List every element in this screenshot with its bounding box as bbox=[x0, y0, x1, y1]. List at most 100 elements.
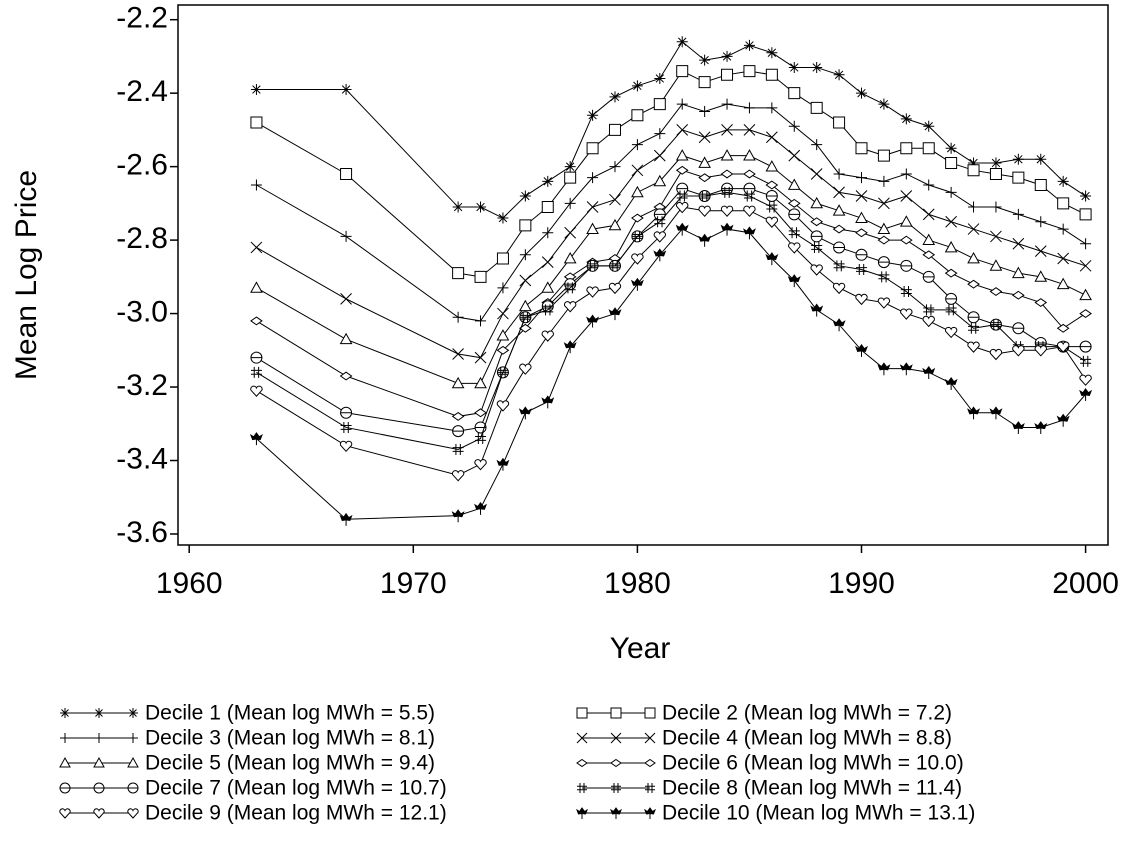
data-point bbox=[788, 87, 801, 100]
data-point bbox=[743, 65, 756, 78]
legend-label: Decile 4 (Mean log MWh = 8.8) bbox=[662, 727, 952, 750]
data-point bbox=[698, 156, 711, 168]
data-point bbox=[1056, 323, 1070, 333]
data-point bbox=[855, 211, 868, 223]
data-point bbox=[631, 80, 643, 92]
data-point bbox=[788, 227, 800, 239]
data-point bbox=[452, 348, 464, 360]
data-point bbox=[900, 113, 912, 125]
data-point bbox=[653, 208, 666, 221]
data-point bbox=[810, 196, 824, 209]
data-point bbox=[878, 197, 890, 210]
data-point bbox=[698, 233, 712, 247]
data-point bbox=[945, 215, 957, 228]
data-point bbox=[967, 279, 980, 289]
data-point bbox=[811, 139, 823, 151]
y-tick-label: -3.0 bbox=[116, 295, 168, 328]
series-line bbox=[256, 206, 1087, 476]
data-point bbox=[1079, 309, 1092, 319]
data-point bbox=[833, 260, 845, 272]
data-point bbox=[474, 408, 487, 418]
data-point bbox=[788, 120, 800, 132]
data-point bbox=[496, 457, 510, 471]
legend-marker bbox=[93, 756, 105, 768]
data-point bbox=[631, 230, 643, 242]
data-point bbox=[877, 222, 891, 234]
data-point bbox=[496, 252, 509, 265]
data-point bbox=[631, 164, 644, 177]
data-point bbox=[968, 201, 980, 213]
data-point bbox=[587, 260, 599, 272]
legend-marker bbox=[644, 732, 656, 744]
data-point bbox=[923, 120, 935, 132]
legend-marker bbox=[610, 732, 622, 744]
data-point bbox=[541, 395, 555, 409]
data-point bbox=[452, 443, 464, 455]
data-point bbox=[1057, 223, 1069, 235]
data-point bbox=[519, 190, 531, 202]
data-point bbox=[990, 230, 1002, 243]
data-point bbox=[810, 303, 824, 317]
data-point bbox=[1012, 266, 1025, 279]
series-line bbox=[256, 129, 1086, 359]
data-point bbox=[541, 330, 554, 342]
legend-label: Decile 6 (Mean log MWh = 10.0) bbox=[662, 752, 964, 775]
data-point bbox=[900, 190, 913, 202]
data-point bbox=[810, 101, 823, 114]
data-point bbox=[743, 182, 756, 195]
data-point bbox=[563, 340, 577, 354]
legend-marker bbox=[576, 758, 588, 768]
data-point bbox=[518, 299, 532, 312]
data-point bbox=[720, 149, 734, 161]
data-point bbox=[1080, 190, 1092, 202]
data-point bbox=[855, 142, 868, 155]
data-point bbox=[250, 385, 263, 397]
legend-marker bbox=[127, 808, 139, 819]
data-point bbox=[564, 226, 577, 239]
data-point bbox=[563, 301, 577, 313]
data-point bbox=[944, 268, 958, 278]
data-point bbox=[250, 281, 263, 293]
legend-label: Decile 1 (Mean log MWh = 5.5) bbox=[145, 702, 435, 725]
legend-label: Decile 8 (Mean log MWh = 11.4) bbox=[662, 777, 962, 800]
legend-marker bbox=[59, 756, 71, 768]
data-point bbox=[1079, 374, 1092, 386]
legend-marker bbox=[610, 758, 622, 768]
data-point bbox=[832, 204, 846, 216]
data-point bbox=[339, 512, 353, 526]
data-point bbox=[923, 304, 935, 316]
data-point bbox=[564, 282, 576, 294]
data-point bbox=[452, 267, 465, 280]
data-point bbox=[922, 208, 935, 221]
data-point bbox=[475, 315, 487, 327]
data-point bbox=[945, 142, 957, 154]
data-point bbox=[743, 39, 755, 51]
x-tick-label: 1960 bbox=[156, 567, 223, 600]
y-tick-label: -3.2 bbox=[116, 369, 168, 402]
data-point bbox=[1012, 345, 1025, 357]
data-point bbox=[968, 157, 980, 169]
data-point bbox=[586, 314, 600, 328]
data-point bbox=[608, 218, 622, 231]
x-axis-label: Year bbox=[610, 632, 671, 665]
data-point bbox=[855, 190, 868, 202]
data-point bbox=[496, 345, 510, 355]
legend-marker bbox=[127, 782, 139, 794]
data-point bbox=[676, 182, 689, 195]
data-point bbox=[967, 223, 980, 235]
data-point bbox=[698, 205, 711, 217]
data-point bbox=[877, 362, 891, 376]
data-point bbox=[676, 190, 688, 202]
data-point bbox=[855, 343, 868, 357]
legend-marker bbox=[645, 783, 655, 793]
data-point bbox=[564, 161, 576, 173]
data-point bbox=[608, 282, 622, 295]
data-point bbox=[967, 164, 980, 177]
data-point bbox=[832, 318, 846, 332]
data-point bbox=[900, 286, 912, 298]
data-point bbox=[968, 322, 980, 334]
data-point bbox=[518, 406, 532, 420]
data-point bbox=[855, 293, 868, 306]
data-point bbox=[654, 72, 666, 84]
data-point bbox=[1057, 197, 1070, 210]
